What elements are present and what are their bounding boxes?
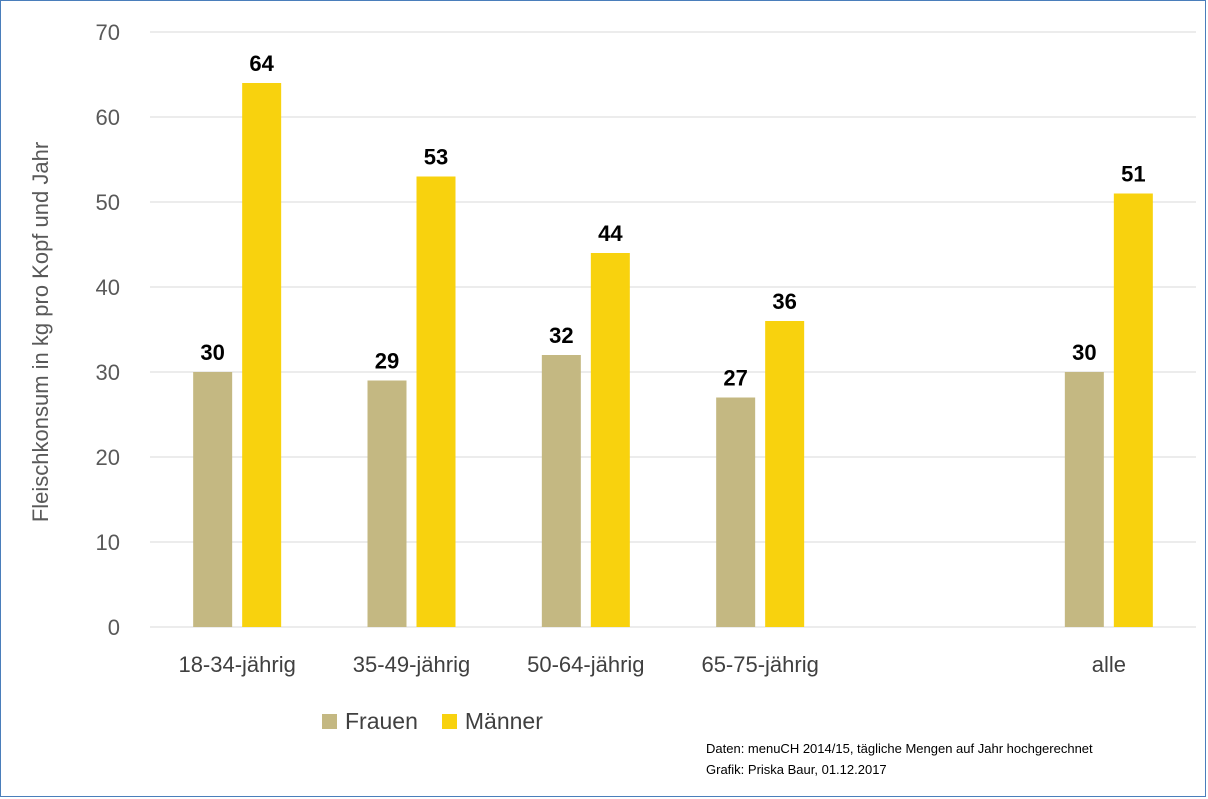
y-tick-label: 60 (96, 105, 120, 130)
bar-frauen (193, 372, 233, 627)
y-tick-label: 0 (108, 615, 120, 640)
bar-maenner (590, 253, 630, 627)
y-tick-label: 10 (96, 530, 120, 555)
bar-maenner (765, 321, 805, 627)
bar-frauen (541, 355, 581, 627)
data-label: 30 (200, 340, 224, 365)
y-tick-label: 20 (96, 445, 120, 470)
legend-label-frauen: Frauen (345, 708, 418, 734)
bar-frauen (367, 380, 407, 627)
data-label: 53 (424, 145, 448, 170)
bar-maenner (416, 176, 456, 627)
x-axis-categories: 18-34-jährig 35-49-jährig 50-64-jährig 65-7… (178, 652, 1125, 677)
y-tick-label: 50 (96, 190, 120, 215)
legend-item-maenner: Männer (441, 708, 543, 735)
bars (193, 83, 1153, 627)
legend-swatch-frauen (322, 714, 337, 729)
x-category-label: 35-49-jährig (353, 652, 470, 677)
y-tick-label: 40 (96, 275, 120, 300)
gridlines (150, 31, 1196, 628)
y-axis-title: Fleischkonsum in kg pro Kopf und Jahr (28, 142, 53, 522)
data-labels: 30 64 29 53 32 44 27 36 30 51 (200, 51, 1145, 391)
data-label: 44 (598, 221, 623, 246)
bar-maenner (242, 83, 282, 627)
footnote-data-source: Daten: menuCH 2014/15, tägliche Mengen a… (706, 741, 1093, 756)
footnote-credit: Grafik: Priska Baur, 01.12.2017 (706, 762, 887, 777)
data-label: 51 (1121, 162, 1145, 187)
data-label: 27 (723, 366, 747, 391)
bar-maenner (1113, 193, 1153, 627)
data-label: 32 (549, 323, 573, 348)
data-label: 30 (1072, 340, 1096, 365)
bar-frauen (716, 397, 756, 627)
x-category-label: 50-64-jährig (527, 652, 644, 677)
data-label: 29 (375, 349, 399, 374)
legend-swatch-maenner (441, 714, 457, 729)
x-category-label: 18-34-jährig (178, 652, 295, 677)
x-category-label: 65-75-jährig (701, 652, 818, 677)
y-tick-label: 30 (96, 360, 120, 385)
legend-item-frauen: Frauen (322, 708, 418, 735)
source-footnote: Daten: menuCH 2014/15, tägliche Mengen a… (706, 738, 1093, 780)
y-axis-ticks: 0 10 20 30 40 50 60 70 (96, 20, 120, 640)
bar-frauen (1064, 372, 1104, 627)
legend: Frauen Männer (322, 708, 543, 735)
x-category-label: alle (1092, 652, 1126, 677)
data-label: 36 (772, 289, 796, 314)
legend-label-maenner: Männer (464, 708, 543, 734)
y-tick-label: 70 (96, 20, 120, 45)
data-label: 64 (249, 51, 274, 76)
